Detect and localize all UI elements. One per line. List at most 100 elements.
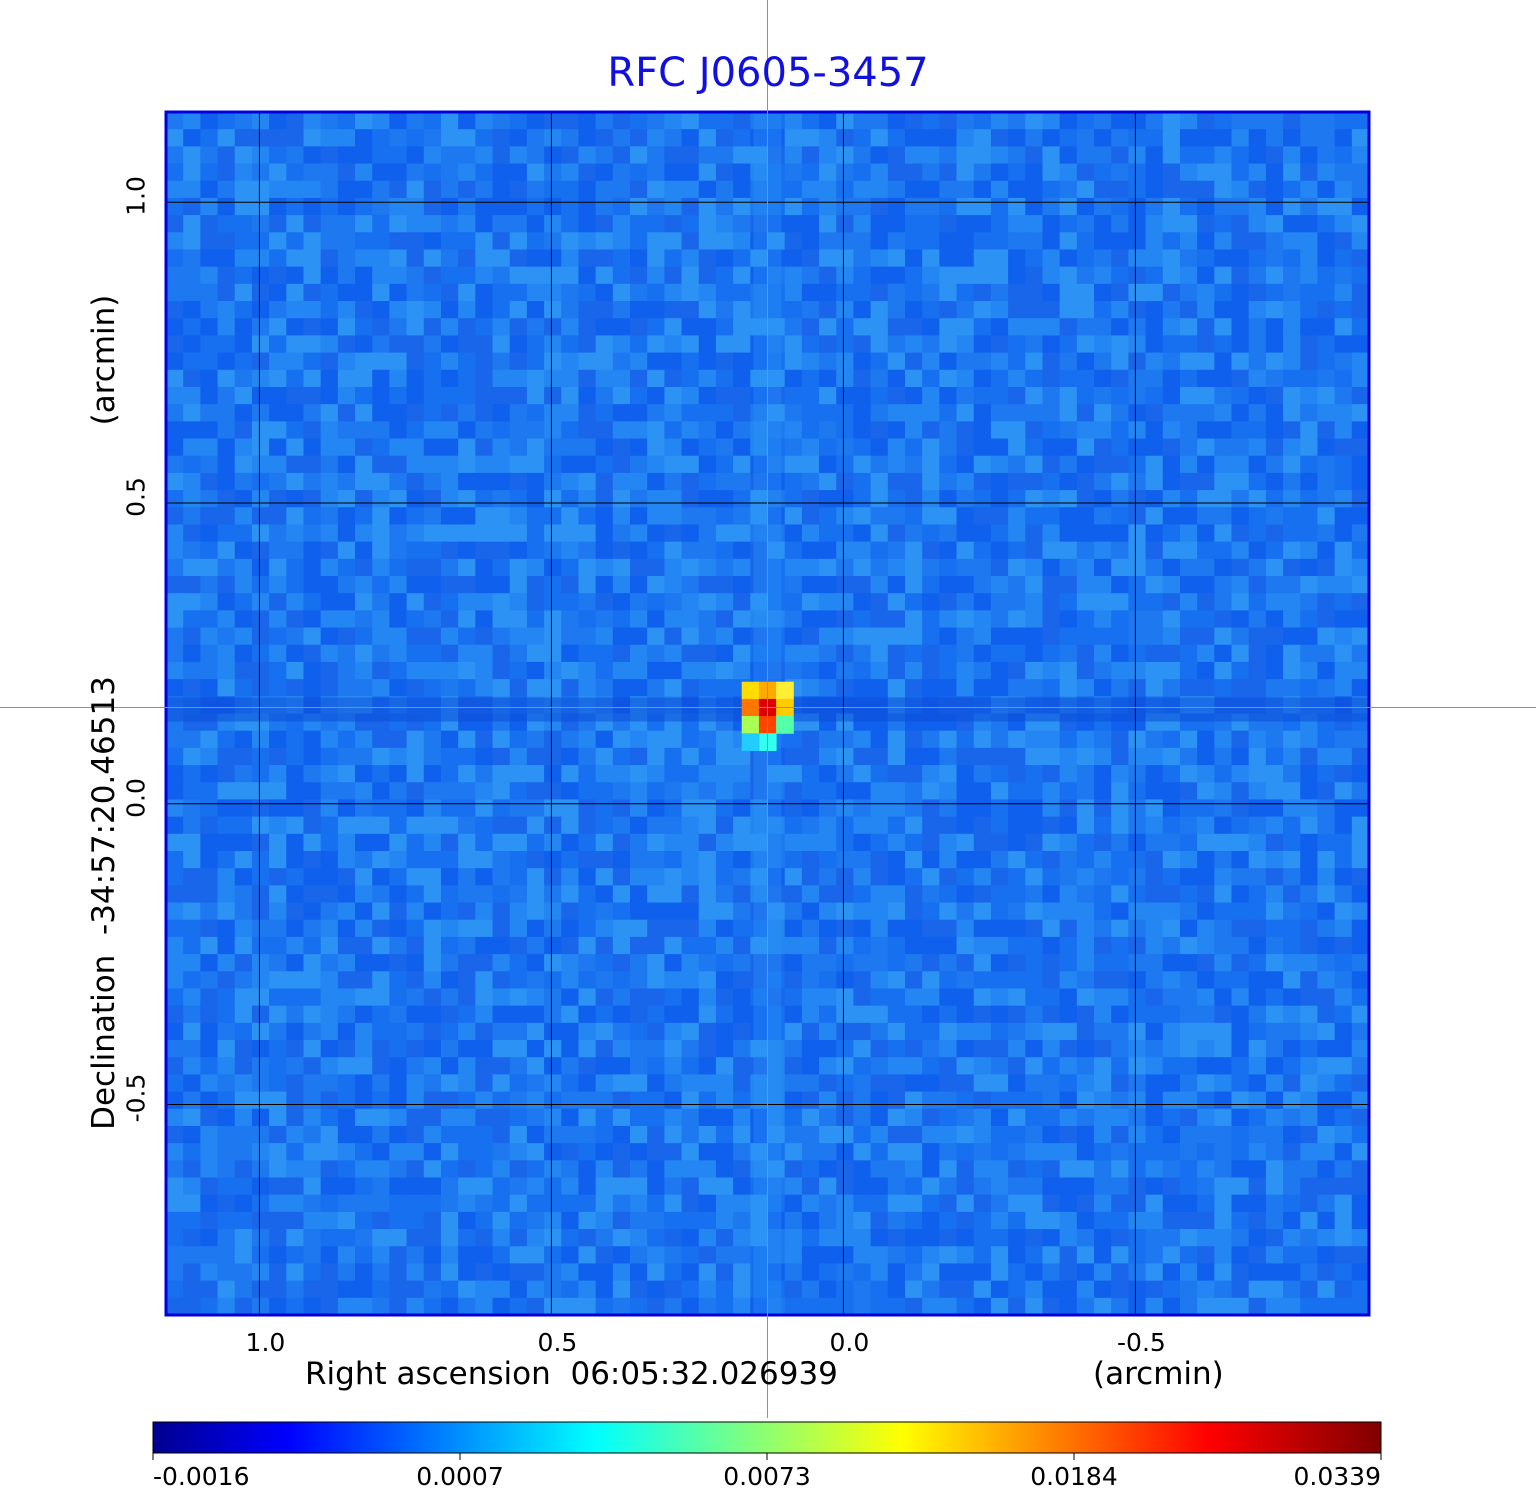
map-pixel — [647, 1263, 665, 1282]
map-pixel — [1317, 455, 1336, 474]
map-pixel — [990, 610, 1009, 629]
map-pixel — [784, 232, 803, 251]
map-pixel — [887, 404, 906, 422]
map-pixel — [1008, 1229, 1026, 1247]
map-pixel — [664, 146, 683, 165]
map-pixel — [664, 1297, 683, 1316]
map-pixel — [595, 661, 614, 680]
map-pixel — [1059, 541, 1078, 560]
map-pixel — [509, 558, 528, 577]
map-pixel — [1042, 1297, 1061, 1316]
map-pixel — [956, 129, 975, 147]
map-pixel — [389, 146, 408, 165]
map-pixel — [578, 868, 597, 886]
map-pixel — [681, 936, 700, 955]
map-pixel — [251, 197, 270, 216]
map-pixel — [733, 765, 751, 783]
map-pixel — [1300, 1211, 1319, 1230]
map-pixel — [1283, 283, 1301, 302]
map-pixel — [1162, 1108, 1181, 1127]
map-pixel — [1025, 971, 1044, 990]
map-pixel — [303, 283, 322, 302]
map-pixel — [1317, 249, 1336, 268]
map-pixel — [698, 507, 717, 526]
map-pixel — [286, 1074, 305, 1093]
map-pixel — [1145, 936, 1164, 955]
map-pixel — [698, 1177, 717, 1196]
map-pixel — [355, 421, 373, 440]
map-pixel — [1300, 936, 1319, 955]
map-pixel — [819, 747, 837, 766]
map-pixel — [1059, 129, 1078, 147]
map-pixel — [440, 197, 459, 216]
map-pixel — [440, 335, 459, 354]
map-pixel — [200, 386, 219, 405]
map-pixel — [1197, 386, 1215, 405]
map-pixel — [1145, 850, 1164, 869]
map-pixel — [612, 1177, 631, 1196]
map-pixel — [303, 1177, 322, 1196]
map-pixel — [870, 1246, 889, 1265]
map-pixel — [698, 1297, 717, 1316]
map-pixel — [1214, 197, 1233, 216]
map-pixel — [1179, 850, 1198, 869]
map-pixel — [922, 610, 940, 629]
map-pixel — [853, 352, 872, 371]
map-pixel — [286, 301, 305, 319]
map-pixel — [1334, 1091, 1353, 1110]
map-pixel — [423, 421, 442, 440]
map-pixel — [887, 249, 906, 268]
map-pixel — [1094, 644, 1112, 663]
map-pixel — [1008, 988, 1026, 1007]
map-pixel — [1162, 833, 1181, 852]
map-pixel — [1197, 404, 1215, 422]
map-pixel — [630, 558, 648, 577]
map-pixel — [956, 610, 975, 629]
map-pixel — [939, 1177, 958, 1196]
map-pixel — [612, 610, 631, 629]
map-pixel — [1076, 902, 1095, 921]
map-pixel — [1248, 112, 1267, 130]
map-pixel — [767, 541, 786, 560]
map-pixel — [286, 455, 305, 474]
map-pixel — [784, 902, 803, 921]
map-pixel — [767, 816, 786, 835]
map-pixel — [612, 146, 631, 165]
map-pixel — [372, 507, 391, 526]
map-pixel — [303, 301, 322, 319]
map-pixel — [303, 490, 322, 508]
map-pixel — [1128, 1160, 1147, 1179]
map-pixel — [870, 868, 889, 886]
map-pixel — [1008, 197, 1026, 216]
map-pixel — [1059, 404, 1078, 422]
map-pixel — [269, 1280, 287, 1299]
map-pixel — [1214, 1229, 1233, 1247]
map-pixel — [1248, 816, 1267, 835]
map-pixel — [526, 1143, 545, 1161]
map-pixel — [956, 558, 975, 577]
map-pixel — [1042, 730, 1061, 749]
map-pixel — [922, 971, 940, 990]
map-pixel — [922, 1143, 940, 1161]
map-pixel — [372, 249, 391, 268]
map-pixel — [956, 1280, 975, 1299]
map-pixel — [492, 146, 511, 165]
map-pixel — [681, 1040, 700, 1058]
map-pixel — [389, 1143, 408, 1161]
map-pixel — [922, 1297, 940, 1316]
map-pixel — [303, 507, 322, 526]
map-pixel — [698, 868, 717, 886]
map-pixel — [1197, 1022, 1215, 1041]
map-pixel — [286, 232, 305, 251]
map-pixel — [1111, 644, 1129, 663]
map-pixel — [1179, 232, 1198, 251]
map-pixel — [1111, 180, 1129, 199]
map-pixel — [355, 988, 373, 1007]
map-pixel — [784, 1263, 803, 1282]
map-pixel — [1179, 644, 1198, 663]
map-pixel — [1025, 1177, 1044, 1196]
map-pixel — [681, 1280, 700, 1299]
map-pixel — [372, 885, 391, 904]
map-pixel — [544, 335, 562, 354]
map-pixel — [767, 936, 786, 955]
